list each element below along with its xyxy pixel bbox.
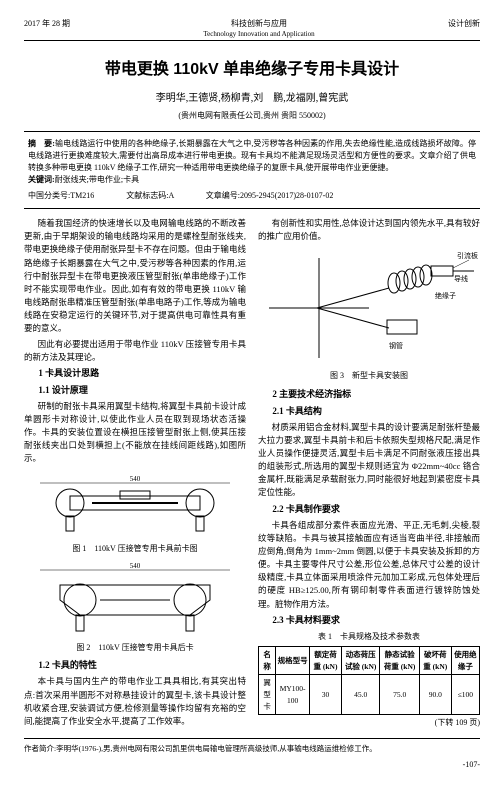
abstract-box: 摘 要:输电线路运行中使用的各种绝缘子,长期暴露在大气之中,受污秽等各种因素的作…: [24, 131, 480, 209]
table-cell: 90.0: [419, 675, 451, 715]
table-cell: MY100-100: [276, 675, 310, 715]
right-column: 有创新性和实用性,总体设计达到国内领先水平,具有较好的推广应用价值。: [258, 217, 480, 730]
keywords-text: 耐张线夹;带电作业;卡具: [55, 175, 139, 184]
section-heading: 1 卡具设计思路: [24, 367, 246, 381]
figure-3: 引流板 绝缘子 导线 钢管 图 3 新型卡具安装图: [258, 248, 480, 382]
para: 随着我国经济的快速增长以及电网输电线路的不断改善更新,由于早期架设的输电线路均采…: [24, 217, 246, 336]
left-column: 随着我国经济的快速增长以及电网输电线路的不断改善更新,由于早期架设的输电线路均采…: [24, 217, 246, 730]
authors: 李明华,王德贤,杨柳青,刘 鹏,龙福刚,曾宪武: [24, 89, 480, 104]
page-header: 2017 年 28 期 科技创新与应用 Technology Innovatio…: [24, 18, 480, 41]
header-center: 科技创新与应用 Technology Innovation and Applic…: [70, 18, 448, 38]
table-header: 额定荷重 (kN): [310, 647, 342, 675]
table-cell: ≤100: [451, 675, 479, 715]
install-diagram-icon: 引流板 绝缘子 导线 钢管: [259, 248, 479, 368]
figure-caption: 图 3 新型卡具安装图: [258, 370, 480, 382]
header-right: 设计创新: [448, 18, 480, 38]
section-heading: 2 主要技术经济指标: [258, 388, 480, 402]
table-header: 破坏荷重 (kN): [419, 647, 451, 675]
table-cell: 翼型卡: [259, 675, 276, 715]
body-columns: 随着我国经济的快速增长以及电网输电线路的不断改善更新,由于早期架设的输电线路均采…: [24, 217, 480, 730]
para: 有创新性和实用性,总体设计达到国内领先水平,具有较好的推广应用价值。: [258, 217, 480, 243]
svg-text:540: 540: [130, 562, 141, 570]
abstract-text: 输电线路运行中使用的各种绝缘子,长期暴露在大气之中,受污秽等各种因素的作用,失去…: [28, 139, 476, 172]
subsection-heading: 1.2 卡具的特性: [24, 659, 246, 673]
figure-caption: 图 2 110kV 压接管专用卡具后卡: [24, 642, 246, 654]
clamp-diagram-icon: 540: [30, 471, 240, 541]
author-bio: 作者简介:李明华(1976-),男,贵州电网有限公司凯里供电局输电管理所高级技师…: [24, 738, 480, 754]
subsection-heading: 2.1 卡具结构: [258, 405, 480, 419]
svg-text:钢管: 钢管: [389, 341, 403, 350]
table-header: 静态试验 荷重 (kN): [380, 647, 419, 675]
affiliation: (贵州电网有限责任公司,贵州 贵阳 550002): [24, 110, 480, 121]
table-header: 动态荷压试验 (kN): [341, 647, 380, 675]
spec-table: 名称规格型号额定荷重 (kN)动态荷压试验 (kN)静态试验 荷重 (kN)破坏…: [258, 646, 480, 715]
figure-2: 540 图 2 110kV 压接管专用卡具后卡: [24, 560, 246, 654]
para: 卡具各组成部分素件表面应光滑、平正,无毛刺,尖棱,裂纹等缺陷。卡具与被其接触面应…: [258, 519, 480, 611]
para: 材质采用铝合金材料,翼型卡具的设计要满足耐张杆垫最大拉力要求,翼型卡具前卡和后卡…: [258, 421, 480, 500]
svg-text:引流板: 引流板: [457, 251, 478, 260]
svg-text:540: 540: [130, 475, 141, 483]
page-number: -107-: [24, 760, 480, 769]
figure-1: 540 图 1 110kV 压接管专用卡具前卡图: [24, 471, 246, 555]
paper-title: 带电更换 110kV 单串绝缘子专用卡具设计: [24, 55, 480, 79]
continued-note: (下转 109 页): [258, 717, 480, 729]
table-header: 使用绝缘子: [451, 647, 479, 675]
table-header: 名称: [259, 647, 276, 675]
abstract-label: 摘 要:: [28, 139, 55, 148]
figure-caption: 图 1 110kV 压接管专用卡具前卡图: [24, 543, 246, 555]
para: 本卡具与国内生产的带电作业工具具相比,有其突出特点:首次采用半圆形不对称悬挂设计…: [24, 675, 246, 728]
header-left: 2017 年 28 期: [24, 18, 70, 38]
classification-line: 中国分类号:TM216 文献标志码:A 文章编号:2095-2945(2017)…: [28, 190, 476, 202]
para: 因此有必要提出适用于带电作业 110kV 压接管专用卡具的新方法及其理论。: [24, 338, 246, 364]
table-cell: 45.0: [341, 675, 380, 715]
svg-text:绝缘子: 绝缘子: [435, 291, 456, 300]
clamp-diagram-icon: 540: [30, 560, 240, 640]
subsection-heading: 2.2 卡具制作要求: [258, 503, 480, 517]
table-header: 规格型号: [276, 647, 310, 675]
svg-text:导线: 导线: [454, 274, 468, 283]
subsection-heading: 2.3 卡具材料要求: [258, 614, 480, 628]
table-cell: 75.0: [380, 675, 419, 715]
para: 研制的耐张卡具采用翼型卡结构,将翼型卡具前卡设计成单圆形卡对称设计,以使此作业人…: [24, 400, 246, 466]
table-caption: 表 1 卡具规格及技术参数表: [258, 631, 480, 643]
table-cell: 30: [310, 675, 342, 715]
subsection-heading: 1.1 设计原理: [24, 384, 246, 398]
keywords-label: 关键词:: [28, 175, 55, 184]
